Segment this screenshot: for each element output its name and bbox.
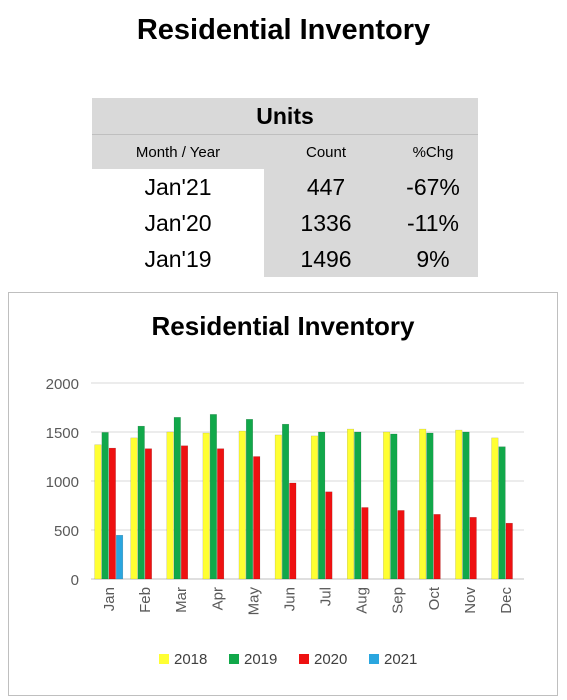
pct-change-cell: 9% — [388, 241, 479, 277]
bar — [310, 435, 318, 580]
legend-label: 2018 — [174, 651, 207, 668]
legend-swatch — [229, 654, 239, 664]
bar — [101, 432, 109, 580]
bar — [462, 431, 470, 580]
bar — [274, 434, 282, 580]
table-row: Jan'20 1336 -11% — [92, 205, 479, 241]
y-tick-label: 500 — [54, 523, 79, 540]
count-cell: 1496 — [264, 241, 388, 277]
bar — [130, 437, 138, 580]
bar-chart: 0 500 1000 1500 2000 Jan Feb Mar Apr May Jun Jul Aug… — [46, 376, 524, 668]
y-tick-label: 1500 — [46, 425, 79, 442]
chart-container: Residential Inventory 0 500 1000 1500 2000 Ja… — [8, 292, 558, 696]
x-tick-label: Feb — [137, 587, 154, 613]
period-cell: Jan'21 — [144, 173, 212, 200]
legend-label: 2021 — [384, 651, 417, 668]
table-row: Jan'21 447 -67% — [92, 169, 479, 205]
y-tick-label: 2000 — [46, 376, 79, 393]
bar — [94, 444, 102, 580]
bar — [433, 514, 441, 580]
bar — [505, 522, 513, 580]
bar — [469, 517, 477, 580]
bar — [181, 445, 189, 580]
bar — [325, 491, 333, 580]
y-tick-label: 0 — [71, 572, 79, 589]
bar — [144, 448, 152, 580]
bar — [498, 446, 506, 580]
bar — [108, 447, 116, 580]
page-title: Residential Inventory — [136, 14, 431, 46]
legend-swatch — [299, 654, 309, 664]
y-tick-label: 1000 — [46, 474, 79, 491]
bar — [209, 414, 217, 580]
bar — [137, 425, 145, 580]
bar — [347, 428, 355, 580]
bar — [245, 419, 253, 580]
bar — [426, 432, 434, 580]
period-cell: Jan'19 — [144, 245, 212, 272]
bar — [202, 432, 210, 580]
bar — [397, 510, 405, 580]
x-tick-label: Dec — [498, 587, 515, 614]
x-tick-label: Mar — [173, 587, 190, 613]
period-cell: Jan'20 — [144, 209, 212, 236]
x-tick-label: Jan — [101, 587, 118, 611]
bar — [166, 431, 174, 580]
legend-swatch — [369, 654, 379, 664]
bar — [289, 482, 297, 580]
units-header: Units — [92, 98, 479, 135]
x-tick-label: May — [245, 587, 262, 616]
bar — [419, 428, 427, 580]
x-tick-label: Sep — [390, 587, 407, 614]
bar — [354, 431, 362, 580]
units-table: Units Month / Year Count %Chg Jan'21 447… — [92, 98, 479, 277]
bar — [390, 433, 398, 580]
bar — [361, 507, 369, 580]
bar — [491, 437, 499, 580]
bar — [173, 417, 181, 580]
column-header-month-year: Month / Year — [92, 134, 264, 169]
x-tick-label: Jun — [281, 587, 298, 611]
bar — [253, 456, 261, 580]
x-tick-label: Jul — [318, 587, 335, 606]
bar — [318, 431, 326, 580]
x-tick-label: Aug — [354, 587, 371, 614]
count-cell: 447 — [264, 169, 388, 205]
bar — [116, 534, 124, 580]
bar — [217, 448, 225, 580]
bar — [455, 429, 463, 580]
x-tick-label: Nov — [462, 587, 479, 614]
pct-change-cell: -11% — [388, 205, 479, 241]
table-row: Jan'19 1496 9% — [92, 241, 479, 277]
column-header-count: Count — [264, 134, 388, 169]
pct-change-cell: -67% — [388, 169, 479, 205]
bar — [238, 430, 246, 580]
count-cell: 1336 — [264, 205, 388, 241]
x-tick-label: Oct — [426, 586, 443, 610]
chart-title: Residential Inventory — [151, 311, 415, 341]
column-header-pct-change: %Chg — [388, 134, 479, 169]
bar — [282, 423, 290, 580]
legend-swatch — [159, 654, 169, 664]
legend-label: 2019 — [244, 651, 277, 668]
legend-label: 2020 — [314, 651, 347, 668]
x-tick-label: Apr — [209, 587, 226, 610]
bar — [383, 431, 391, 580]
